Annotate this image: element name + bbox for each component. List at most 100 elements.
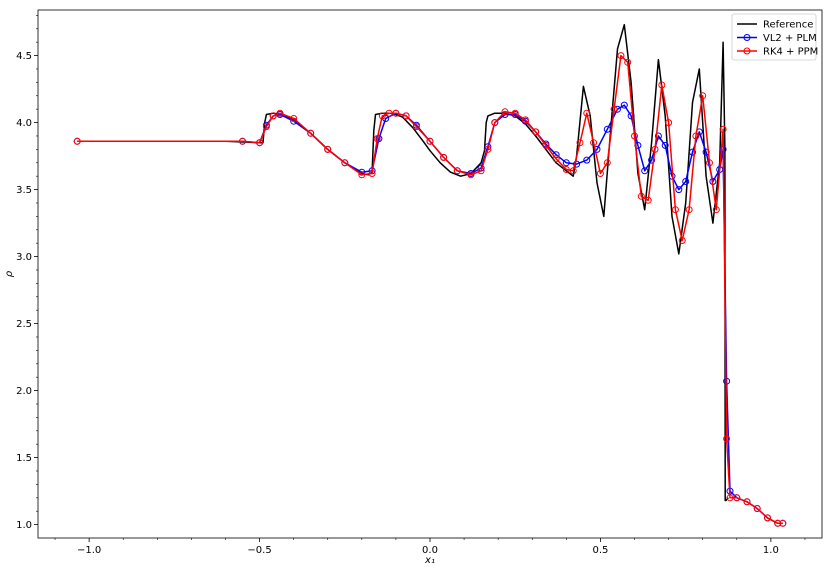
- data-point: [620, 101, 628, 109]
- y-tick-label: 4.5: [16, 51, 32, 62]
- y-tick-label: 1.0: [16, 520, 32, 531]
- data-point: [779, 519, 787, 527]
- x-tick-label: 0.5: [592, 545, 608, 556]
- data-point: [511, 109, 519, 117]
- legend-item: Reference: [737, 20, 813, 31]
- data-point: [682, 178, 690, 185]
- data-point: [624, 58, 632, 66]
- data-point: [73, 137, 81, 145]
- series-rk4-ppm: [73, 52, 787, 527]
- data-point: [467, 171, 475, 179]
- data-point: [521, 116, 529, 124]
- data-point: [562, 159, 570, 167]
- data-point: [562, 166, 570, 173]
- data-point: [631, 132, 638, 140]
- data-point: [641, 167, 649, 175]
- data-point: [654, 132, 662, 140]
- data-point: [358, 171, 366, 179]
- data-point: [583, 109, 591, 117]
- data-point: [733, 494, 741, 502]
- data-point: [603, 159, 611, 167]
- data-point: [648, 156, 656, 164]
- legend-marker: [743, 47, 751, 55]
- data-point: [637, 192, 645, 200]
- legend-marker: [743, 34, 751, 41]
- data-point: [440, 153, 448, 161]
- data-point: [378, 112, 386, 120]
- data-point: [651, 145, 659, 153]
- data-point: [239, 137, 246, 145]
- legend-label: Reference: [763, 20, 813, 31]
- data-point: [569, 167, 577, 175]
- series-layer: [73, 23, 787, 527]
- legend-label: VL2 + PLM: [763, 33, 817, 44]
- data-point: [764, 514, 771, 522]
- data-point: [661, 141, 669, 149]
- data-point: [426, 137, 434, 145]
- y-tick-label: 4.0: [16, 118, 32, 129]
- data-point: [685, 206, 693, 214]
- data-point: [671, 206, 679, 214]
- data-point: [368, 170, 376, 177]
- data-point: [723, 435, 731, 443]
- x-tick-label: −1.0: [77, 545, 101, 556]
- data-point: [596, 170, 604, 177]
- data-point: [675, 186, 683, 194]
- legend-item: VL2 + PLM: [737, 33, 817, 44]
- data-point: [491, 119, 499, 127]
- data-point: [583, 156, 591, 164]
- data-point: [385, 109, 393, 117]
- x-tick-label: −0.5: [247, 545, 271, 556]
- data-point: [712, 206, 720, 214]
- data-point: [627, 112, 635, 120]
- y-tick-label: 2.5: [16, 319, 32, 330]
- data-point: [593, 145, 601, 153]
- data-point: [692, 132, 700, 140]
- data-point: [590, 139, 598, 147]
- y-tick-label: 2.0: [16, 386, 32, 397]
- data-point: [644, 196, 652, 204]
- data-point: [743, 498, 751, 506]
- data-point: [699, 92, 707, 100]
- data-point: [276, 109, 284, 117]
- y-axis-label: ρ: [4, 270, 15, 277]
- data-point: [324, 145, 332, 153]
- data-point: [617, 52, 625, 60]
- legend-item: RK4 + PPM: [737, 47, 818, 58]
- data-point: [307, 129, 315, 137]
- y-tick-label: 3.0: [16, 252, 32, 263]
- data-point: [610, 105, 618, 113]
- data-point: [726, 494, 734, 502]
- data-point: [573, 160, 581, 168]
- data-point: [392, 109, 400, 117]
- data-point: [501, 108, 509, 116]
- data-point: [603, 125, 611, 133]
- legend: Reference VL2 + PLM RK4 + PPM: [731, 13, 818, 61]
- data-point: [665, 119, 673, 127]
- legend-label: RK4 + PPM: [763, 47, 818, 58]
- data-point: [542, 141, 550, 149]
- data-point: [269, 112, 277, 120]
- data-point: [262, 123, 270, 131]
- data-point: [678, 237, 686, 244]
- data-point: [341, 159, 349, 167]
- data-point: [256, 139, 264, 147]
- legend-box: [731, 13, 817, 61]
- data-point: [484, 145, 492, 153]
- y-tick-label: 3.5: [16, 185, 32, 196]
- data-point: [774, 519, 782, 527]
- y-tick-label: 1.5: [16, 453, 32, 464]
- data-point: [658, 81, 666, 89]
- data-point: [290, 115, 298, 122]
- data-point: [706, 159, 713, 167]
- x-tick-label: 0.0: [422, 545, 438, 556]
- x-tick-label: 1.0: [763, 545, 779, 556]
- data-point: [402, 112, 410, 120]
- data-point: [373, 135, 381, 143]
- y-axis: 1.0 1.5 2.0 2.5 3.0 3.5 4.0 4.5: [16, 15, 38, 531]
- data-point: [753, 505, 761, 512]
- data-point: [477, 167, 485, 175]
- data-point: [576, 139, 584, 147]
- data-point: [719, 125, 727, 133]
